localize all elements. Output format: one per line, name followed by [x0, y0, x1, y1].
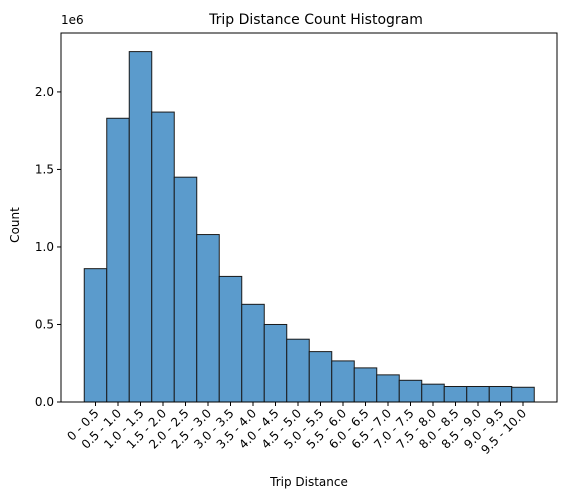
bar-11 [331, 360, 355, 403]
y-tick-label-0: 0.0 [35, 395, 54, 409]
x-axis-label: Trip Distance [269, 475, 348, 489]
bar-4 [173, 176, 198, 403]
plot-frame [60, 32, 558, 403]
bar-0 [83, 268, 108, 403]
bars-group [83, 51, 535, 403]
y-tick-label-4: 2.0 [35, 85, 54, 99]
y-axis-offset-label: 1e6 [61, 13, 84, 27]
y-axis: 0.0 0.5 1.0 1.5 2.0 [35, 85, 61, 409]
bar-12 [353, 367, 378, 403]
chart-title: Trip Distance Count Histogram [208, 12, 423, 28]
bar-16 [443, 385, 468, 403]
bar-18 [488, 385, 513, 403]
bar-3 [151, 111, 175, 403]
bar-1 [106, 117, 130, 403]
bar-6 [218, 275, 243, 403]
y-tick-label-1: 0.5 [35, 317, 54, 331]
bar-8 [263, 323, 288, 403]
bar-13 [376, 374, 400, 403]
y-tick-label-2: 1.0 [35, 240, 54, 254]
y-axis-label: Count [8, 207, 22, 243]
bar-7 [241, 303, 265, 403]
bar-9 [286, 338, 310, 403]
y-tick-label-3: 1.5 [35, 162, 54, 176]
bar-15 [421, 383, 445, 403]
bar-17 [466, 385, 490, 403]
bar-14 [398, 379, 423, 403]
bar-5 [196, 234, 220, 403]
x-axis: 0 - 0.50.5 - 1.01.0 - 1.51.5 - 2.02.0 - … [64, 402, 529, 457]
bar-19 [511, 386, 535, 403]
bar-2 [128, 51, 153, 403]
bar-10 [308, 351, 333, 403]
